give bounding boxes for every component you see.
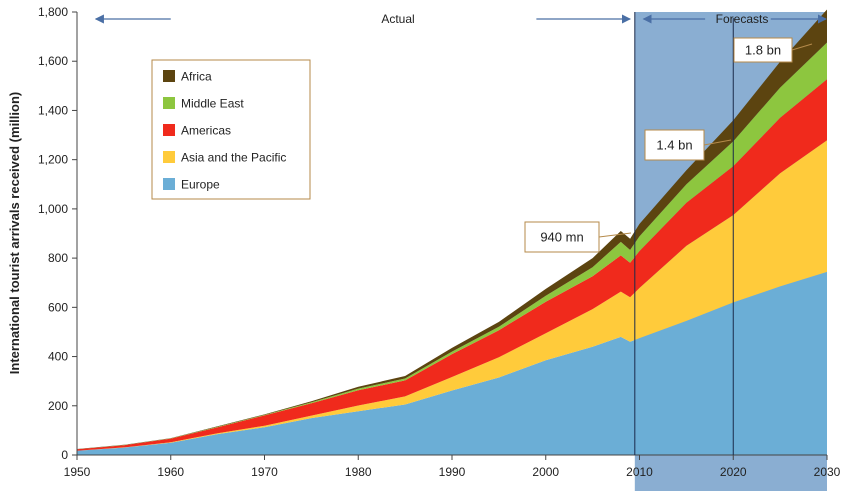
x-tick-label: 2030 (814, 465, 841, 479)
legend-label-middle-east: Middle East (181, 97, 244, 111)
y-tick-label: 600 (48, 300, 68, 314)
annotation-leader-line (791, 43, 813, 51)
x-tick-label: 2020 (720, 465, 747, 479)
x-tick-label: 1990 (439, 465, 466, 479)
x-tick-label: 1950 (64, 465, 91, 479)
legend-swatch-europe (163, 178, 175, 190)
annotation-label: 940 mn (540, 230, 583, 245)
annotation-label: 1.8 bn (745, 43, 781, 58)
x-tick-label: 2010 (626, 465, 653, 479)
y-tick-label: 1,800 (38, 5, 68, 19)
legend: Africa Middle East Americas Asia and the Pa… (151, 59, 311, 200)
y-tick-label: 0 (61, 448, 68, 462)
legend-label-asia-and-the-pacific: Asia and the Pacific (181, 151, 286, 165)
annotation-box (524, 221, 600, 253)
annotation-box (733, 37, 793, 63)
x-tick-label: 1970 (251, 465, 278, 479)
legend-swatch-middle-east (163, 97, 175, 109)
legend-box (151, 59, 311, 200)
annotation-box (644, 129, 705, 161)
y-tick-label: 800 (48, 251, 68, 265)
area-series-americas (77, 79, 827, 451)
x-tick-label: 1980 (345, 465, 372, 479)
legend-swatch-americas (163, 124, 175, 136)
period-label-forecasts: Forecasts (716, 12, 769, 26)
legend-swatch-asia-and-the-pacific (163, 151, 175, 163)
y-axis-label: International tourist arrivals received … (7, 92, 22, 374)
legend-label-americas: Americas (181, 124, 231, 138)
annotation-leader-line (598, 232, 632, 238)
y-tick-label: 1,400 (38, 103, 68, 117)
annotation-leader-line (703, 139, 732, 146)
y-tick-label: 1,000 (38, 202, 68, 216)
area-series-europe (77, 271, 827, 455)
x-tick-label: 2000 (532, 465, 559, 479)
x-tick-label: 1960 (157, 465, 184, 479)
period-label-actual: Actual (381, 12, 414, 26)
legend-swatch-africa (163, 70, 175, 82)
y-tick-label: 1,200 (38, 153, 68, 167)
area-series-asia-and-the-pacific (77, 140, 827, 451)
y-tick-label: 200 (48, 399, 68, 413)
legend-label-africa: Africa (181, 70, 212, 84)
annotation-label: 1.4 bn (656, 138, 692, 153)
legend-label-europe: Europe (181, 178, 220, 192)
y-tick-label: 400 (48, 350, 68, 364)
y-tick-label: 1,600 (38, 54, 68, 68)
